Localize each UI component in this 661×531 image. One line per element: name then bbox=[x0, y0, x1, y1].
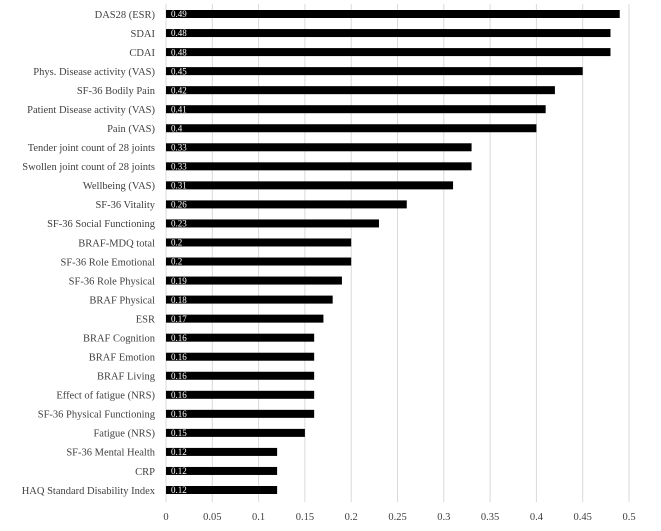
data-label: 0.33 bbox=[171, 142, 187, 152]
data-label: 0.26 bbox=[171, 200, 187, 210]
category-label: Pain (VAS) bbox=[107, 124, 155, 135]
bar bbox=[166, 428, 305, 437]
category-label: CRP bbox=[135, 467, 155, 478]
category-label: Fatigue (NRS) bbox=[93, 429, 155, 440]
category-label: Patient Disease activity (VAS) bbox=[27, 105, 155, 116]
data-label: 0.16 bbox=[171, 390, 187, 400]
data-label: 0.33 bbox=[171, 162, 187, 172]
data-label: 0.16 bbox=[171, 409, 187, 419]
category-label: BRAF Cognition bbox=[83, 333, 156, 344]
data-label: 0.48 bbox=[171, 47, 187, 57]
data-label: 0.15 bbox=[171, 428, 187, 438]
bar bbox=[166, 333, 315, 342]
bar bbox=[166, 124, 537, 133]
data-label: 0.12 bbox=[171, 447, 187, 457]
bar bbox=[166, 295, 333, 304]
bar bbox=[166, 466, 278, 475]
bar bbox=[166, 200, 407, 209]
bar bbox=[166, 10, 620, 18]
x-tick-label: 0.1 bbox=[252, 512, 265, 523]
category-label: SF-36 Role Emotional bbox=[61, 257, 156, 268]
category-label: BRAF Living bbox=[97, 372, 156, 383]
x-tick-label: 0.25 bbox=[388, 512, 406, 523]
x-tick-label: 0.35 bbox=[481, 512, 499, 523]
bar bbox=[166, 67, 583, 76]
category-labels: DAS28 (ESR) SDAI CDAI Phys. Disease activit… bbox=[22, 10, 156, 497]
data-label: 0.49 bbox=[171, 9, 187, 19]
x-tick-label: 0.45 bbox=[574, 512, 592, 523]
bar bbox=[166, 390, 315, 399]
category-label: SF-36 Bodily Pain bbox=[77, 86, 156, 97]
bar bbox=[166, 486, 278, 494]
data-label: 0.16 bbox=[171, 333, 187, 343]
category-label: SF-36 Mental Health bbox=[66, 448, 155, 459]
category-label: SF-36 Role Physical bbox=[69, 276, 155, 287]
bar bbox=[166, 238, 352, 247]
data-label: 0.2 bbox=[171, 238, 182, 248]
data-label: 0.45 bbox=[171, 66, 187, 76]
bar bbox=[166, 276, 342, 285]
data-label: 0.41 bbox=[171, 104, 187, 114]
bar bbox=[166, 181, 454, 190]
category-label: SF-36 Vitality bbox=[95, 200, 155, 211]
bar bbox=[166, 29, 611, 38]
x-tick-label: 0.15 bbox=[296, 512, 314, 523]
category-label: Wellbeing (VAS) bbox=[83, 181, 156, 192]
category-label: Tender joint count of 28 joints bbox=[28, 143, 155, 154]
gridlines bbox=[165, 4, 630, 502]
data-label: 0.18 bbox=[171, 295, 187, 305]
bar bbox=[166, 219, 379, 228]
bar bbox=[166, 257, 352, 266]
category-label: Phys. Disease activity (VAS) bbox=[33, 67, 155, 78]
category-label: Swollen joint count of 28 joints bbox=[22, 162, 155, 173]
bar bbox=[166, 143, 472, 152]
bar bbox=[166, 371, 315, 380]
data-label: 0.16 bbox=[171, 352, 187, 362]
bar bbox=[166, 352, 315, 361]
data-label: 0.31 bbox=[171, 181, 187, 191]
x-tick-label: 0.5 bbox=[622, 512, 635, 523]
data-label: 0.2 bbox=[171, 257, 182, 267]
data-label: 0.48 bbox=[171, 28, 187, 38]
bar bbox=[166, 162, 472, 171]
data-label: 0.16 bbox=[171, 371, 187, 381]
category-label: ESR bbox=[136, 314, 155, 325]
category-label: DAS28 (ESR) bbox=[95, 10, 156, 21]
bars: 0.49 0.48 0.48 0.45 0.42 0.41 0.4 0.33 0.33 0.31 0… bbox=[166, 9, 620, 495]
bar bbox=[166, 48, 611, 57]
x-tick-label: 0.4 bbox=[530, 512, 544, 523]
category-label: HAQ Standard Disability Index bbox=[22, 486, 156, 497]
category-label: BRAF Emotion bbox=[89, 353, 156, 364]
data-label: 0.12 bbox=[171, 466, 187, 476]
category-label: SF-36 Social Functioning bbox=[47, 219, 156, 230]
category-label: CDAI bbox=[129, 48, 155, 59]
data-label: 0.17 bbox=[171, 314, 187, 324]
bar bbox=[166, 105, 546, 114]
category-label: Effect of fatigue (NRS) bbox=[56, 391, 155, 402]
data-label: 0.12 bbox=[171, 485, 187, 495]
bar bbox=[166, 314, 324, 323]
x-tick-label: 0.2 bbox=[345, 512, 358, 523]
data-label: 0.23 bbox=[171, 219, 187, 229]
bar bbox=[166, 86, 555, 95]
bar bbox=[166, 409, 315, 418]
data-label: 0.19 bbox=[171, 276, 187, 286]
x-tick-label: 0 bbox=[163, 512, 168, 523]
x-tick-label: 0.05 bbox=[203, 512, 221, 523]
category-label: SDAI bbox=[130, 29, 155, 40]
data-label: 0.42 bbox=[171, 85, 187, 95]
data-label: 0.4 bbox=[171, 123, 183, 133]
bar bbox=[166, 447, 278, 456]
category-label: SF-36 Physical Functioning bbox=[38, 410, 156, 421]
x-axis-tick-labels: 0 0.05 0.1 0.15 0.2 0.25 0.3 0.35 0.4 0.45 0.5 bbox=[163, 512, 635, 523]
category-label: BRAF-MDQ total bbox=[78, 238, 155, 249]
x-tick-label: 0.3 bbox=[437, 512, 450, 523]
category-label: BRAF Physical bbox=[89, 295, 155, 306]
